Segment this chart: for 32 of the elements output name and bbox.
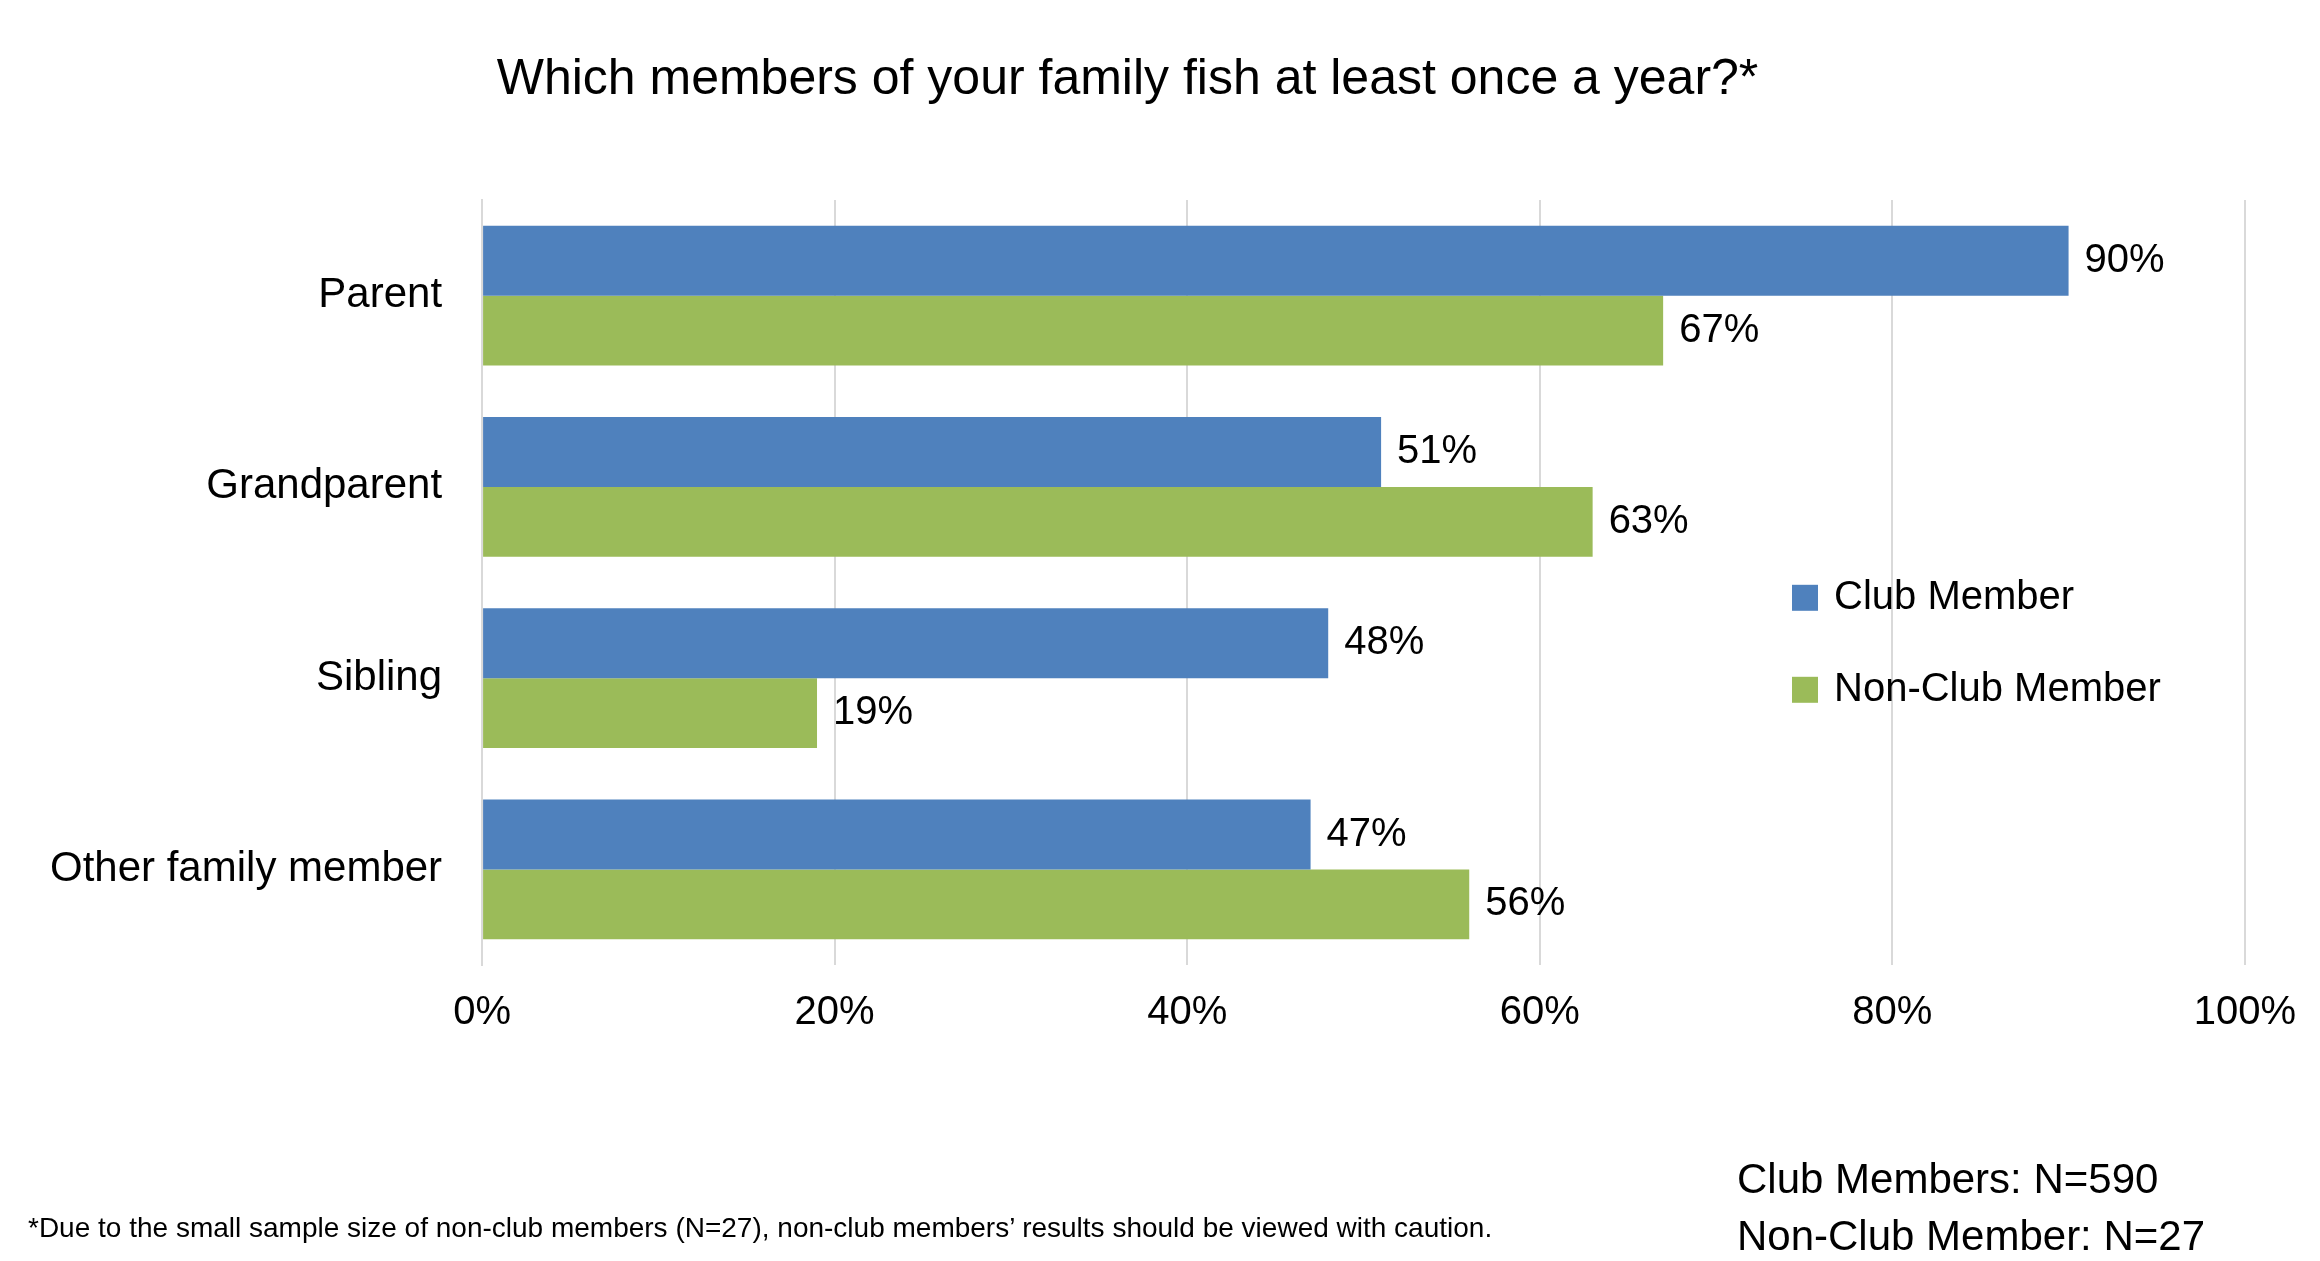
x-tick-label: 0% xyxy=(453,988,511,1033)
bar xyxy=(483,295,1664,366)
bar xyxy=(483,869,1470,940)
y-tick-label: Sibling xyxy=(316,651,443,699)
data-label: 51% xyxy=(1397,427,1478,471)
data-label: 63% xyxy=(1608,496,1689,541)
legend-label: Club Member xyxy=(1834,572,2075,617)
data-label: 56% xyxy=(1485,879,1566,924)
x-tick-label: 60% xyxy=(1499,988,1580,1033)
data-label: 67% xyxy=(1679,305,1760,350)
bar xyxy=(483,799,1311,870)
data-label: 48% xyxy=(1344,618,1425,663)
chart-title: Which members of your family fish at least once a year?* xyxy=(496,48,1759,105)
legend-label: Non-Club Member xyxy=(1834,664,2161,709)
text: *Due to the small sample size of non-club members (N=27), non-club members’ results should be viewed with caution. xyxy=(28,1212,1493,1244)
x-tick-label: 80% xyxy=(1852,988,1933,1033)
bar xyxy=(483,486,1593,557)
y-tick-label: Other family member xyxy=(50,842,443,890)
y-tick-label: Parent xyxy=(318,269,443,317)
data-label: 90% xyxy=(2084,235,2165,280)
x-tick-label: 100% xyxy=(2193,988,2296,1033)
bar xyxy=(483,225,2069,296)
bar xyxy=(483,417,1382,487)
y-tick-label: Grandparent xyxy=(206,460,443,508)
text: Club Members: N=590 xyxy=(1737,1155,2159,1203)
data-label: 47% xyxy=(1326,809,1407,854)
x-tick-label: 40% xyxy=(1147,988,1228,1033)
x-tick-label: 20% xyxy=(794,988,875,1033)
bar xyxy=(483,608,1329,679)
text: Non-Club Member: N=27 xyxy=(1737,1212,2206,1260)
bar xyxy=(483,678,818,748)
data-label: 19% xyxy=(833,688,914,733)
